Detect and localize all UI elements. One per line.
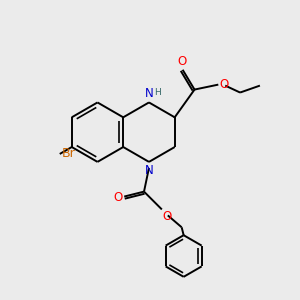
Text: O: O — [113, 191, 122, 204]
Text: H: H — [154, 88, 161, 98]
Text: O: O — [219, 78, 229, 91]
Text: Br: Br — [61, 147, 75, 160]
Text: N: N — [145, 164, 153, 177]
Text: O: O — [177, 55, 186, 68]
Text: O: O — [163, 210, 172, 224]
Text: N: N — [145, 88, 153, 100]
